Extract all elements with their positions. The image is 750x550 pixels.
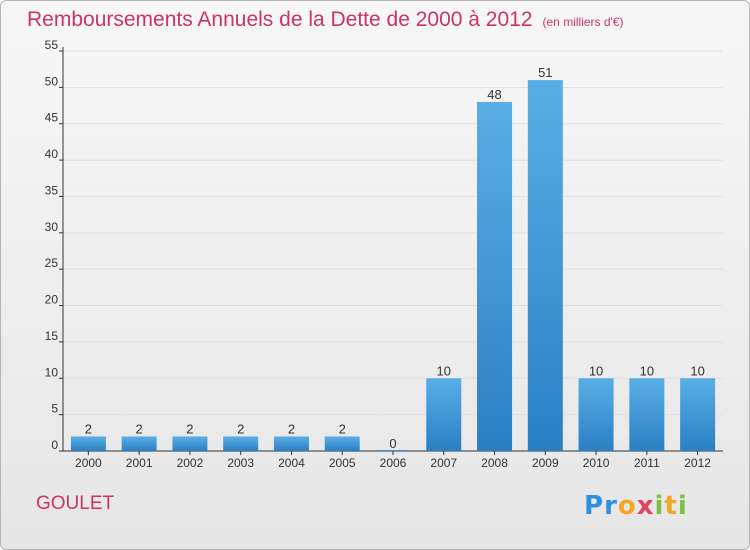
x-tick-label: 2009	[532, 456, 559, 470]
bar	[629, 378, 665, 451]
y-tick-label: 0	[51, 438, 58, 452]
bar	[477, 101, 513, 451]
data-label: 2	[237, 421, 244, 436]
proxiti-logo: Proxiti	[584, 491, 688, 521]
x-tick-label: 2005	[329, 456, 356, 470]
data-label: 2	[85, 421, 92, 436]
bar	[172, 436, 208, 451]
grid-lines	[63, 50, 723, 416]
y-tick-label: 50	[45, 74, 59, 88]
data-label: 2	[288, 421, 295, 436]
x-tick-label: 2011	[634, 456, 660, 470]
data-label: 10	[437, 363, 451, 378]
bar	[375, 450, 411, 451]
data-label: 51	[538, 65, 552, 80]
y-tick-label: 35	[45, 183, 59, 197]
bar	[70, 436, 106, 451]
chart-title: Remboursements Annuels de la Dette de 20…	[27, 8, 624, 32]
bars	[70, 80, 716, 451]
y-tick-label: 45	[45, 111, 59, 125]
y-tick-label: 5	[51, 402, 58, 416]
x-tick-label: 2012	[684, 456, 711, 470]
y-tick-label: 55	[45, 38, 59, 52]
data-label: 10	[690, 363, 704, 378]
bar	[680, 378, 716, 451]
data-label: 10	[640, 363, 654, 378]
bar	[527, 80, 563, 451]
x-tick-label: 2002	[177, 456, 204, 470]
data-label: 10	[589, 363, 603, 378]
bar	[273, 436, 309, 451]
y-tick-label: 40	[45, 147, 59, 161]
bar	[324, 436, 360, 451]
y-tick-label: 15	[45, 329, 59, 343]
data-labels: 2 2 2 2 2 2 0 10 48 51 10 10 10	[85, 65, 705, 451]
bar	[121, 436, 157, 451]
data-label: 2	[186, 421, 193, 436]
bar	[426, 378, 462, 451]
x-tick-label: 2006	[380, 456, 407, 470]
data-label: 2	[339, 421, 346, 436]
data-label: 0	[389, 436, 396, 451]
x-tick-label: 2000	[75, 456, 102, 470]
bar	[578, 378, 614, 451]
x-tick-label: 2001	[126, 456, 153, 470]
y-tick-label: 10	[45, 365, 59, 379]
place-name: GOULET	[36, 493, 115, 514]
data-label: 2	[136, 421, 143, 436]
x-tick-label: 2003	[227, 456, 254, 470]
y-tick-label: 30	[45, 220, 59, 234]
x-tick-label: 2004	[278, 456, 305, 470]
y-tick-label: 20	[45, 293, 59, 307]
x-tick-label: 2007	[430, 456, 457, 470]
x-tick-label: 2008	[481, 456, 508, 470]
data-label: 48	[487, 87, 501, 102]
x-tick-label: 2010	[583, 456, 610, 470]
bar	[223, 436, 259, 451]
chart-title-text: Remboursements Annuels de la Dette de 20…	[27, 8, 533, 31]
chart-unit: (en milliers d'€)	[542, 15, 624, 29]
y-tick-label: 25	[45, 256, 59, 270]
